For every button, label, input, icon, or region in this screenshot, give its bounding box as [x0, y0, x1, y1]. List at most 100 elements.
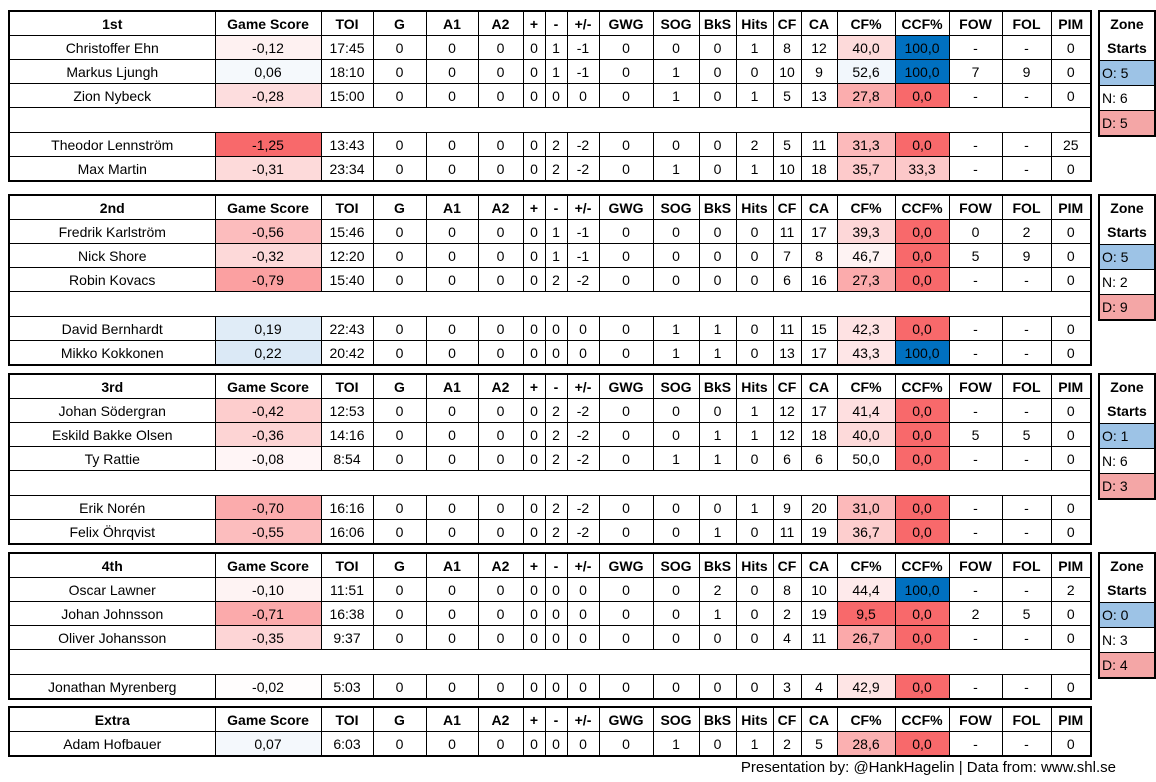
fow: - [948, 132, 1003, 157]
a1: 0 [425, 601, 479, 626]
a1: 0 [425, 519, 479, 545]
a1: 0 [425, 59, 479, 84]
column-header-a2: A2 [477, 706, 524, 732]
minus: 2 [544, 519, 568, 545]
zone-starts-box: Zone Starts O: 5 N: 2 D: 9 [1098, 194, 1156, 321]
zone-starts-box: Zone Starts O: 0 N: 3 D: 4 [1098, 552, 1156, 679]
player-row: Oscar Lawner -0,10 11:51 0 0 0 0 0 0 0 0 2 0 8 10 44,4 1… [8, 577, 1092, 602]
toi: 17:45 [320, 35, 374, 60]
zone-starts-box: Zone Starts O: 5 N: 6 D: 5 [1098, 10, 1156, 137]
pim: 0 [1050, 156, 1092, 182]
cf: 10 [772, 156, 802, 182]
sog: 0 [652, 219, 700, 244]
fol: 5 [1001, 601, 1052, 626]
stats-table: 4th Game Score TOI G A1 A2 + - +/- GWG SOG BkS Hits C… [8, 552, 1092, 700]
ca: 12 [800, 35, 838, 60]
fow: - [948, 398, 1003, 423]
column-header-game-score: Game Score [214, 552, 322, 578]
plus-minus: -1 [566, 35, 600, 60]
column-header-game-score: Game Score [214, 10, 322, 36]
cf: 5 [772, 132, 802, 157]
a2: 0 [477, 601, 524, 626]
plus-minus: -2 [566, 446, 600, 471]
zone-defensive: D: 3 [1100, 474, 1154, 498]
toi: 12:53 [320, 398, 374, 423]
fow: - [948, 519, 1003, 545]
column-header-fow: FOW [948, 552, 1003, 578]
sog: 0 [652, 243, 700, 268]
blocked-shots: 0 [698, 219, 737, 244]
a2: 0 [477, 156, 524, 182]
ca: 19 [800, 519, 838, 545]
fow: - [948, 156, 1003, 182]
a2: 0 [477, 398, 524, 423]
player-row: Theodor Lennström -1,25 13:43 0 0 0 0 2 -2 0 0 0 2 5 1… [8, 132, 1092, 157]
column-header-blocked-shots: BkS [698, 552, 737, 578]
hits: 0 [735, 446, 774, 471]
column-header-a1: A1 [425, 194, 479, 220]
game-score: -0,71 [214, 601, 322, 626]
fow: - [948, 577, 1003, 602]
ccf-pct: 0,0 [894, 267, 950, 292]
pim: 0 [1050, 243, 1092, 268]
player-row: Max Martin -0,31 23:34 0 0 0 0 2 -2 0 1 0 1 10 18 35,7 3… [8, 156, 1092, 182]
a1: 0 [425, 422, 479, 447]
gwg: 0 [598, 446, 654, 471]
column-header-pim: PIM [1050, 194, 1092, 220]
a2: 0 [477, 731, 524, 757]
a1: 0 [425, 731, 479, 757]
zone-starts-title: Zone Starts [1100, 375, 1154, 424]
zone-defensive: D: 9 [1100, 295, 1154, 319]
plus: 0 [522, 625, 546, 650]
hits: 0 [735, 316, 774, 341]
sog: 0 [652, 674, 700, 700]
plus-minus: -2 [566, 156, 600, 182]
hits: 0 [735, 267, 774, 292]
ca: 19 [800, 601, 838, 626]
player-name: Jonathan Myrenberg [8, 674, 216, 700]
fol: - [1001, 577, 1052, 602]
ccf-pct: 100,0 [894, 577, 950, 602]
fol: 9 [1001, 243, 1052, 268]
pim: 0 [1050, 35, 1092, 60]
ca: 11 [800, 132, 838, 157]
column-header-cf: CF [772, 706, 802, 732]
column-header-minus: - [544, 706, 568, 732]
pim: 0 [1050, 398, 1092, 423]
column-header-a1: A1 [425, 706, 479, 732]
player-row: Zion Nybeck -0,28 15:00 0 0 0 0 0 0 0 1 0 1 5 13 27,8 0,… [8, 83, 1092, 108]
game-score: -0,28 [214, 83, 322, 108]
game-score: -1,25 [214, 132, 322, 157]
pim: 0 [1050, 519, 1092, 545]
hits: 0 [735, 577, 774, 602]
line-block-extra: Extra Game Score TOI G A1 A2 + - +/- GWG SOG BkS Hit… [8, 706, 1092, 757]
column-header-a2: A2 [477, 373, 524, 399]
pim: 0 [1050, 422, 1092, 447]
column-header-a1: A1 [425, 10, 479, 36]
column-header-sog: SOG [652, 706, 700, 732]
plus-minus: 0 [566, 316, 600, 341]
zone-starts-title: Zone Starts [1100, 196, 1154, 245]
sog: 1 [652, 340, 700, 366]
hits: 0 [735, 625, 774, 650]
hits: 1 [735, 495, 774, 520]
player-name: Johan Johnsson [8, 601, 216, 626]
a2: 0 [477, 59, 524, 84]
goals: 0 [372, 731, 427, 757]
plus: 0 [522, 519, 546, 545]
column-header-goals: G [372, 194, 427, 220]
zone-offensive: O: 1 [1100, 424, 1154, 449]
minus: 1 [544, 59, 568, 84]
hits: 1 [735, 422, 774, 447]
fol: - [1001, 625, 1052, 650]
column-header-sog: SOG [652, 194, 700, 220]
plus-minus: 0 [566, 674, 600, 700]
column-header-minus: - [544, 373, 568, 399]
pim: 0 [1050, 601, 1092, 626]
ca: 8 [800, 243, 838, 268]
cf-pct: 9,5 [836, 601, 896, 626]
toi: 5:03 [320, 674, 374, 700]
a2: 0 [477, 243, 524, 268]
plus-minus: -1 [566, 243, 600, 268]
column-header-fow: FOW [948, 10, 1003, 36]
